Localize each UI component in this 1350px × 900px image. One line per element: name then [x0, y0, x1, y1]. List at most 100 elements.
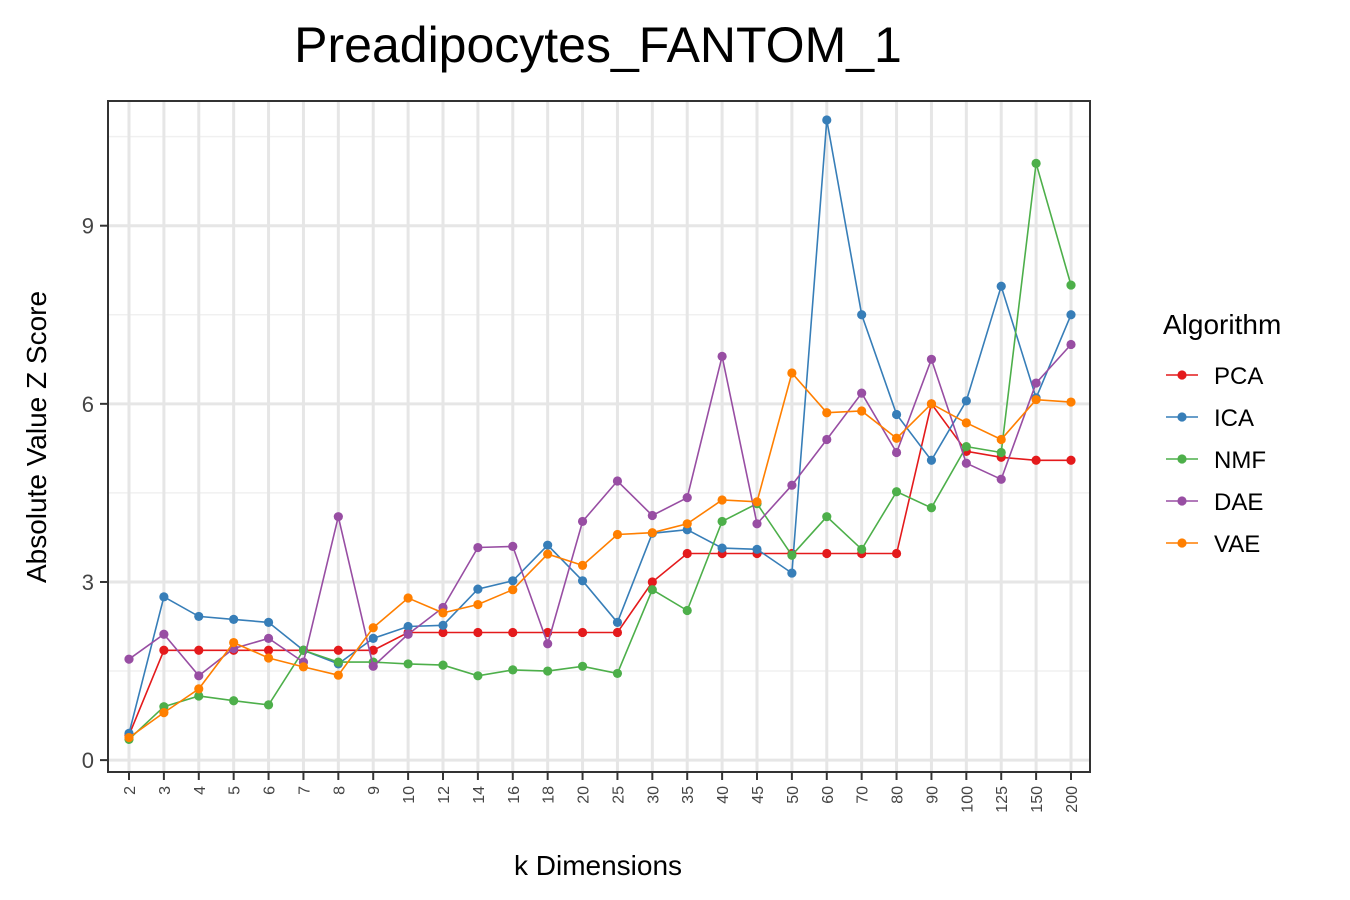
x-tick-label: 35: [680, 786, 697, 804]
data-point-vae: [403, 593, 413, 603]
data-point-pca: [577, 627, 588, 638]
data-point-ica: [403, 621, 413, 632]
x-tick-label: 150: [1029, 786, 1046, 813]
series-vae: [124, 368, 1076, 743]
x-tick-label: 50: [785, 786, 802, 804]
legend-item-nmf: NMF: [1166, 447, 1266, 474]
x-tick-label: 200: [1064, 786, 1081, 813]
data-point-ica: [961, 396, 971, 406]
data-point-vae: [298, 662, 309, 672]
x-tick-label: 80: [890, 786, 907, 804]
x-tick-label: 125: [994, 786, 1011, 813]
x-tick-label: 12: [436, 786, 453, 804]
data-point-vae: [996, 434, 1006, 445]
data-point-vae: [1066, 397, 1076, 407]
data-point-pca: [368, 645, 378, 655]
legend-marker: [1177, 412, 1187, 422]
data-point-nmf: [438, 660, 448, 670]
legend-label: NMF: [1214, 447, 1266, 474]
data-point-nmf: [926, 503, 937, 513]
data-point-vae: [543, 549, 553, 559]
legend-item-dae: DAE: [1166, 489, 1263, 516]
legend-marker: [1177, 454, 1187, 464]
data-point-dae: [543, 639, 553, 649]
data-point-dae: [857, 388, 867, 398]
data-point-pca: [647, 577, 657, 587]
data-point-nmf: [822, 512, 832, 522]
data-point-ica: [263, 617, 274, 627]
data-point-pca: [612, 627, 623, 638]
data-point-nmf: [961, 441, 971, 452]
data-point-ica: [891, 409, 902, 420]
data-point-dae: [263, 633, 274, 643]
data-point-vae: [159, 708, 169, 718]
data-point-ica: [752, 544, 762, 554]
data-point-ica: [194, 611, 204, 622]
x-tick-label: 9: [366, 786, 383, 795]
data-point-pca: [473, 627, 483, 638]
data-point-nmf: [194, 691, 204, 701]
data-point-ica: [159, 592, 169, 602]
data-point-ica: [717, 543, 727, 553]
data-point-nmf: [891, 487, 902, 497]
legend-label: DAE: [1214, 489, 1263, 516]
data-point-dae: [682, 493, 692, 503]
data-point-ica: [787, 568, 797, 578]
data-point-ica: [577, 576, 588, 586]
data-point-vae: [473, 599, 483, 610]
data-point-nmf: [333, 657, 343, 667]
x-tick-label: 5: [227, 786, 244, 795]
data-point-vae: [682, 519, 692, 529]
data-point-pca: [438, 627, 448, 638]
data-point-ica: [473, 584, 483, 594]
legend-marker: [1177, 370, 1187, 380]
x-tick-label: 20: [576, 786, 593, 804]
data-point-pca: [682, 548, 692, 559]
data-point-dae: [368, 661, 378, 671]
y-tick-label: 0: [82, 748, 94, 773]
data-point-nmf: [647, 585, 657, 595]
data-point-vae: [263, 653, 274, 663]
x-tick-label: 40: [715, 786, 732, 804]
data-point-vae: [438, 608, 448, 618]
x-tick-label: 7: [296, 786, 313, 795]
data-point-vae: [194, 684, 204, 694]
x-tick-label: 25: [610, 786, 627, 804]
data-point-ica: [438, 620, 448, 630]
data-point-nmf: [682, 605, 692, 616]
grid: [108, 101, 1090, 772]
data-point-nmf: [857, 544, 867, 554]
x-axis-title: k Dimensions: [514, 850, 682, 881]
data-point-ica: [543, 540, 553, 550]
chart-title: Preadipocytes_FANTOM_1: [294, 17, 902, 73]
x-tick-label: 70: [855, 786, 872, 804]
data-point-dae: [891, 447, 902, 458]
data-point-nmf: [787, 550, 797, 560]
data-point-ica: [926, 455, 937, 465]
legend-item-pca: PCA: [1166, 363, 1263, 390]
data-point-dae: [926, 354, 937, 364]
data-point-pca: [1066, 455, 1076, 465]
data-point-vae: [368, 623, 378, 633]
data-point-pca: [822, 548, 832, 559]
y-tick-label: 9: [82, 214, 94, 239]
x-tick-label: 16: [506, 786, 523, 804]
data-point-pca: [333, 645, 343, 655]
data-point-vae: [577, 560, 588, 570]
data-point-vae: [333, 670, 343, 680]
data-point-nmf: [1066, 280, 1076, 290]
data-point-ica: [996, 281, 1006, 291]
data-point-pca: [159, 645, 169, 655]
data-point-ica: [822, 115, 832, 125]
data-point-vae: [926, 399, 937, 409]
data-point-pca: [263, 645, 274, 655]
data-point-pca: [1031, 455, 1041, 465]
legend-marker: [1177, 538, 1187, 548]
data-point-vae: [822, 408, 832, 418]
data-point-dae: [333, 512, 343, 522]
data-point-dae: [1066, 339, 1076, 350]
data-point-vae: [612, 529, 623, 540]
y-tick-label: 3: [82, 570, 94, 595]
data-point-nmf: [508, 665, 518, 675]
data-point-ica: [508, 576, 518, 586]
